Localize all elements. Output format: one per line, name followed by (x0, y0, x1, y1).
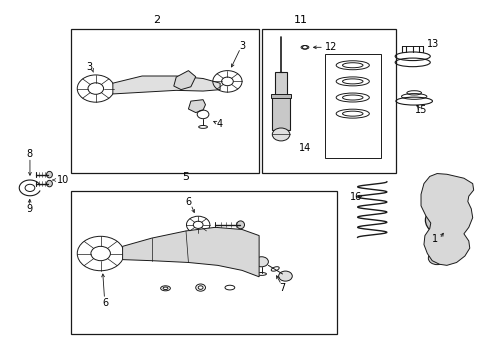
Text: 2: 2 (153, 15, 160, 26)
Circle shape (278, 271, 292, 281)
Text: 6: 6 (102, 298, 108, 308)
Ellipse shape (46, 171, 52, 178)
Bar (71, 191, 336, 334)
Text: 11: 11 (293, 15, 307, 26)
Text: 1: 1 (431, 234, 438, 244)
Circle shape (431, 209, 439, 215)
Text: 16: 16 (349, 192, 361, 202)
Bar (275, 72, 286, 96)
Circle shape (425, 204, 468, 236)
Text: 10: 10 (57, 175, 69, 185)
Circle shape (254, 257, 268, 267)
Polygon shape (188, 100, 205, 113)
Text: 8: 8 (26, 149, 32, 159)
Text: 6: 6 (185, 197, 191, 207)
Polygon shape (173, 71, 195, 90)
Text: 13: 13 (427, 40, 439, 49)
Text: 7: 7 (279, 283, 285, 293)
Text: 5: 5 (182, 172, 189, 182)
Bar (261, 30, 395, 173)
Circle shape (272, 128, 289, 141)
Bar (271, 94, 290, 98)
Circle shape (454, 226, 462, 231)
Bar (325, 54, 380, 158)
Text: 9: 9 (26, 204, 32, 214)
Bar (272, 95, 289, 130)
Text: 14: 14 (299, 143, 311, 153)
Circle shape (436, 212, 457, 228)
Text: 12: 12 (325, 42, 337, 52)
Ellipse shape (236, 221, 244, 229)
Text: 3: 3 (239, 41, 244, 50)
Circle shape (431, 226, 439, 231)
Circle shape (427, 252, 445, 265)
Text: 4: 4 (216, 120, 222, 129)
Circle shape (429, 176, 444, 187)
Polygon shape (113, 76, 220, 94)
Text: 15: 15 (414, 105, 427, 116)
Ellipse shape (46, 180, 52, 187)
Text: 3: 3 (86, 62, 92, 72)
Polygon shape (420, 174, 473, 265)
Circle shape (454, 209, 462, 215)
Bar (71, 30, 259, 173)
Polygon shape (122, 227, 259, 277)
